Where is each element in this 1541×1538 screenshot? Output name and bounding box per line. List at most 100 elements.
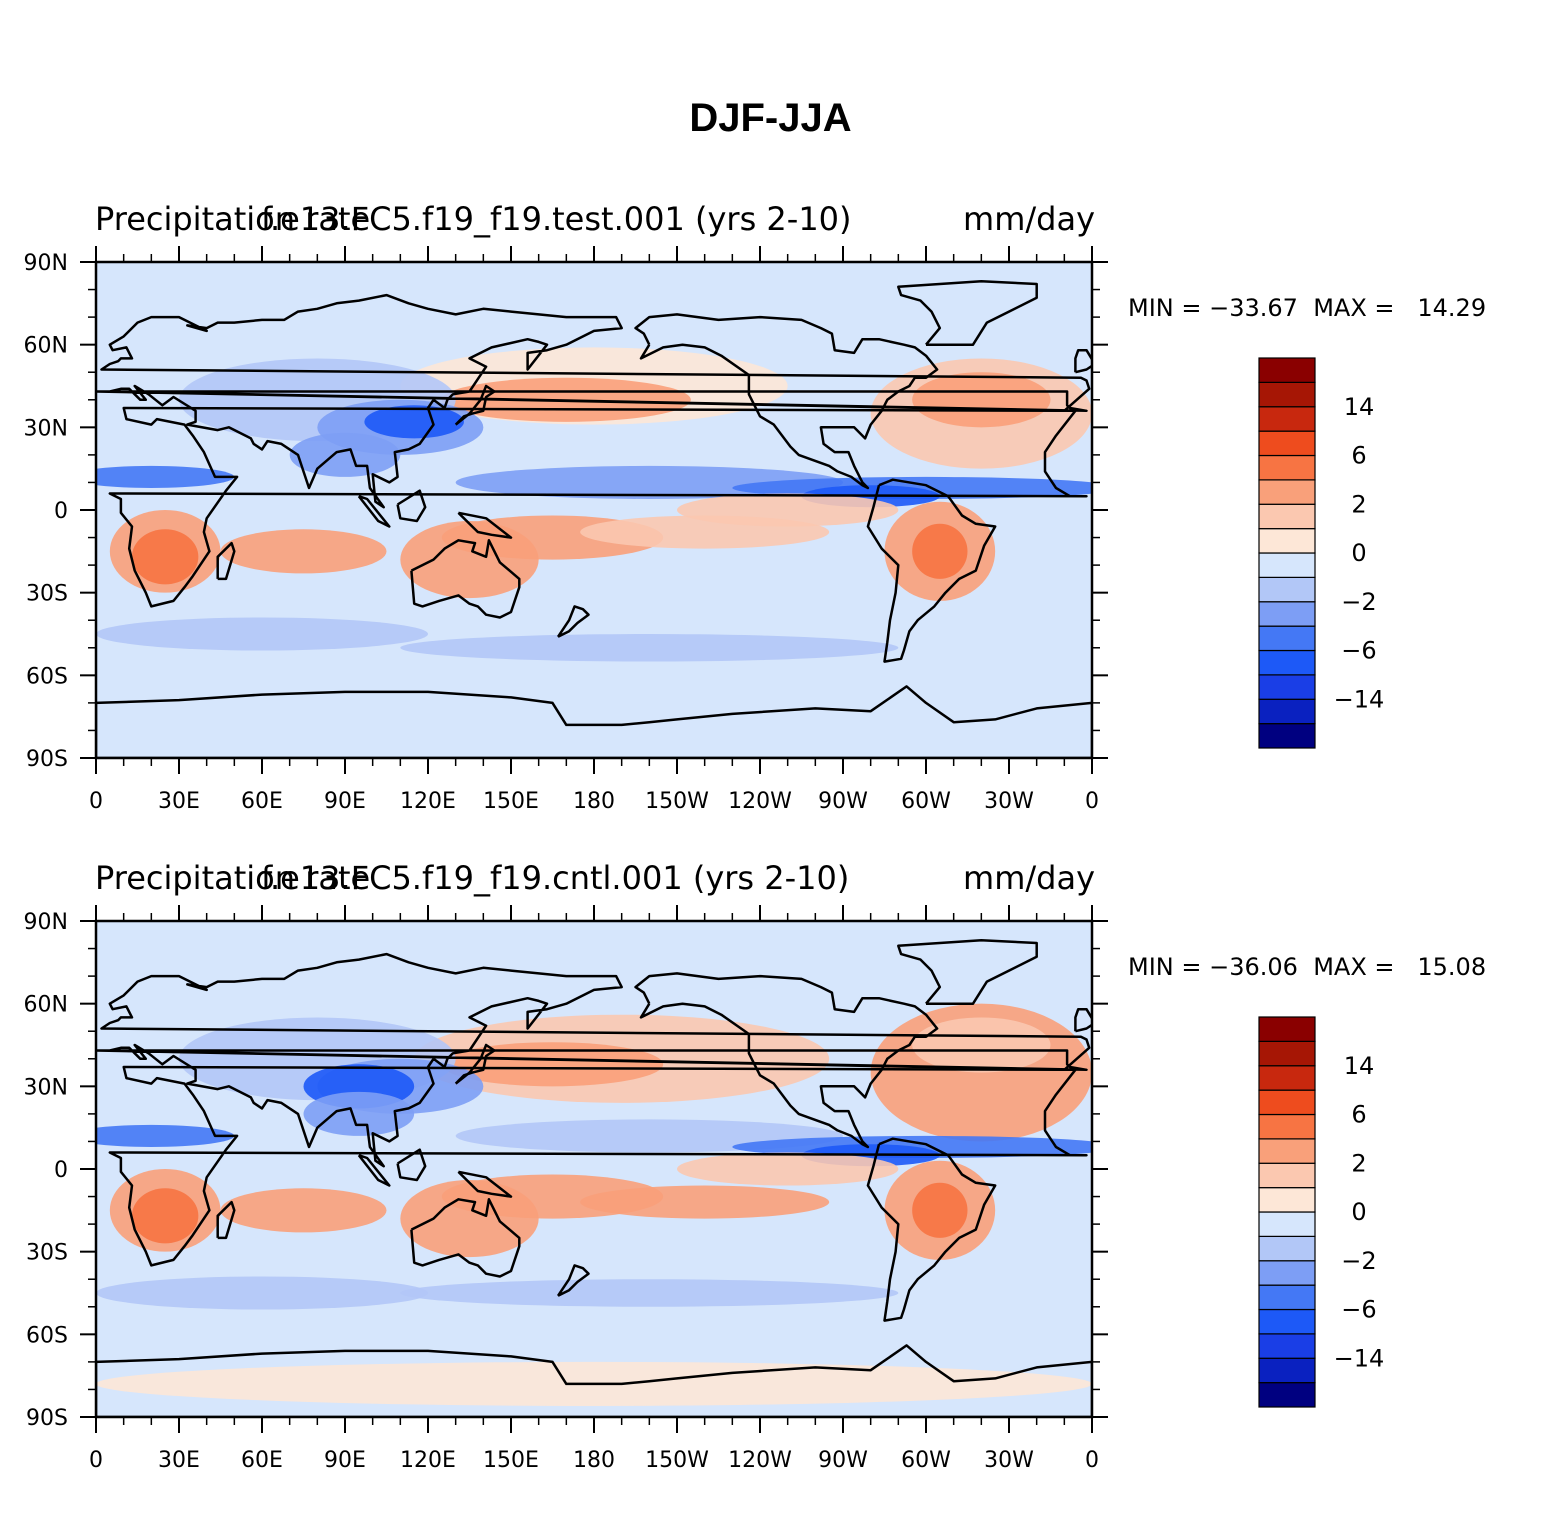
y-tick-label: 30N: [24, 416, 68, 441]
y-tick-label: 90S: [26, 1406, 68, 1431]
colorbar-label: −2: [1341, 1247, 1376, 1275]
x-tick-label: 60W: [901, 789, 951, 814]
precip-contour: [303, 1091, 415, 1136]
colorbar-swatch: [1258, 1308, 1316, 1335]
y-tick-label: 90S: [26, 747, 68, 772]
colorbar-label: 6: [1351, 442, 1366, 470]
y-axis: 90N 60N 30N 0 30S 60S 90S: [24, 251, 1108, 772]
coastline: [897, 280, 1038, 346]
colorbar-swatch: [1258, 698, 1316, 725]
coastline: [396, 489, 427, 523]
coastline: [457, 511, 513, 539]
y-tick-label: 30N: [24, 1075, 68, 1100]
x-tick-label: 90W: [818, 789, 868, 814]
x-tick-label: 90W: [818, 1448, 868, 1473]
y-tick-label: 0: [54, 1158, 68, 1183]
x-tick-label: 60E: [241, 1448, 283, 1473]
coastline: [216, 541, 236, 581]
colorbar-swatch: [1258, 430, 1316, 457]
precip-contour: [677, 493, 899, 527]
precip-contour: [96, 1276, 428, 1310]
x-tick-label: 60E: [241, 789, 283, 814]
max-label: MAX = 15.08: [1313, 953, 1487, 981]
min-label: MIN = −36.06: [1128, 953, 1298, 981]
x-tick-label: 90E: [324, 789, 366, 814]
min-max-readout: MIN = −33.67 MAX = 14.29: [1128, 294, 1486, 322]
colorbar-swatch: [1258, 649, 1316, 676]
coastline: [1074, 348, 1092, 374]
y-tick-label: 60N: [24, 993, 68, 1018]
colorbar-swatch: [1258, 552, 1316, 578]
precip-contour: [220, 529, 387, 574]
x-tick-label: 0: [1085, 789, 1099, 814]
colorbar-swatch: [1258, 1089, 1316, 1116]
x-tick-label: 30W: [984, 1448, 1034, 1473]
coastline: [634, 313, 939, 490]
coastline: [866, 1137, 997, 1322]
min-max-readout: MIN = −36.06 MAX = 15.08: [1128, 953, 1486, 981]
y-tick-label: 30S: [26, 1241, 68, 1266]
coastline: [410, 1198, 521, 1278]
coastline: [96, 952, 1091, 1168]
variable-name: Precipitation rate: [95, 859, 371, 897]
coastline: [108, 406, 1088, 608]
colorbar-swatch: [1258, 406, 1316, 432]
precip-contour: [131, 1188, 199, 1244]
precip-contour: [912, 523, 968, 579]
coastline: [396, 1148, 427, 1182]
precip-contour: [400, 1279, 899, 1307]
coastline: [108, 1065, 1088, 1267]
colorbar-swatch: [1258, 723, 1316, 749]
colorbar-swatch: [1258, 1162, 1316, 1189]
figure-title: DJF-JJA: [689, 96, 852, 140]
colorbar-swatch: [1258, 454, 1316, 481]
precip-contour: [912, 1017, 1051, 1073]
colorbar-swatch: [1258, 601, 1316, 627]
x-tick-label: 0: [89, 1448, 103, 1473]
y-tick-label: 0: [54, 499, 68, 524]
y-tick-label: 90N: [24, 910, 68, 935]
x-tick-label: 180: [573, 789, 615, 814]
x-tick-label: 60W: [901, 1448, 951, 1473]
precip-contour: [912, 372, 1051, 428]
coastline: [866, 478, 997, 663]
precip-field: [96, 921, 1092, 1417]
colorbar-label: 14: [1344, 393, 1375, 421]
coastlines: [96, 939, 1092, 1417]
y-tick-label: 60N: [24, 334, 68, 359]
coastline: [556, 605, 590, 638]
coastline: [634, 972, 939, 1149]
coastline: [96, 685, 1092, 758]
coastline: [454, 1043, 496, 1085]
case-name: f.e13.FC5.f19_f19.test.001 (yrs 2-10): [261, 200, 852, 238]
colorbar-swatch: [1258, 625, 1316, 652]
precip-contour: [364, 405, 464, 439]
colorbar-swatch: [1258, 1235, 1316, 1262]
coastline: [216, 1200, 236, 1240]
colorbar-label: −14: [1334, 685, 1385, 713]
units-label: mm/day: [963, 200, 1095, 238]
y-tick-label: 90N: [24, 251, 68, 276]
colorbar-label: 14: [1344, 1052, 1375, 1080]
colorbar-swatch: [1258, 479, 1316, 505]
colorbar-swatch: [1258, 503, 1316, 530]
colorbar-swatch: [1258, 1284, 1316, 1311]
colorbar-label: 2: [1351, 490, 1366, 518]
colorbar-swatch: [1258, 576, 1316, 603]
x-tick-label: 30W: [984, 789, 1034, 814]
colorbar-swatch: [1258, 1065, 1316, 1091]
x-axis: 0 30E 60E 90E 120E 150E 180 150W 120W 90W 60W 30W 0: [89, 905, 1099, 1473]
x-tick-label: 0: [89, 789, 103, 814]
colorbar-swatch: [1258, 357, 1316, 383]
y-tick-label: 30S: [26, 582, 68, 607]
coastline: [357, 1154, 391, 1187]
coastline: [1074, 1007, 1092, 1033]
y-tick-label: 60S: [26, 1323, 68, 1348]
x-tick-label: 120W: [728, 789, 792, 814]
coastline: [96, 293, 1091, 509]
x-tick-label: 120E: [400, 789, 456, 814]
units-label: mm/day: [963, 859, 1095, 897]
precip-contour: [96, 465, 235, 488]
colorbar-swatch: [1258, 1138, 1316, 1164]
colorbar-swatch: [1258, 1040, 1316, 1067]
